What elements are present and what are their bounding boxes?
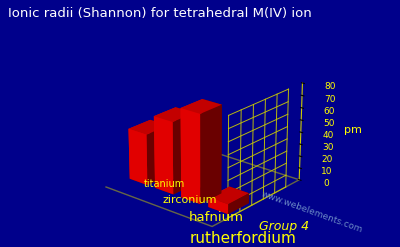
Text: Ionic radii (Shannon) for tetrahedral M(IV) ion: Ionic radii (Shannon) for tetrahedral M(…	[8, 7, 312, 21]
Text: www.webelements.com: www.webelements.com	[260, 189, 364, 234]
